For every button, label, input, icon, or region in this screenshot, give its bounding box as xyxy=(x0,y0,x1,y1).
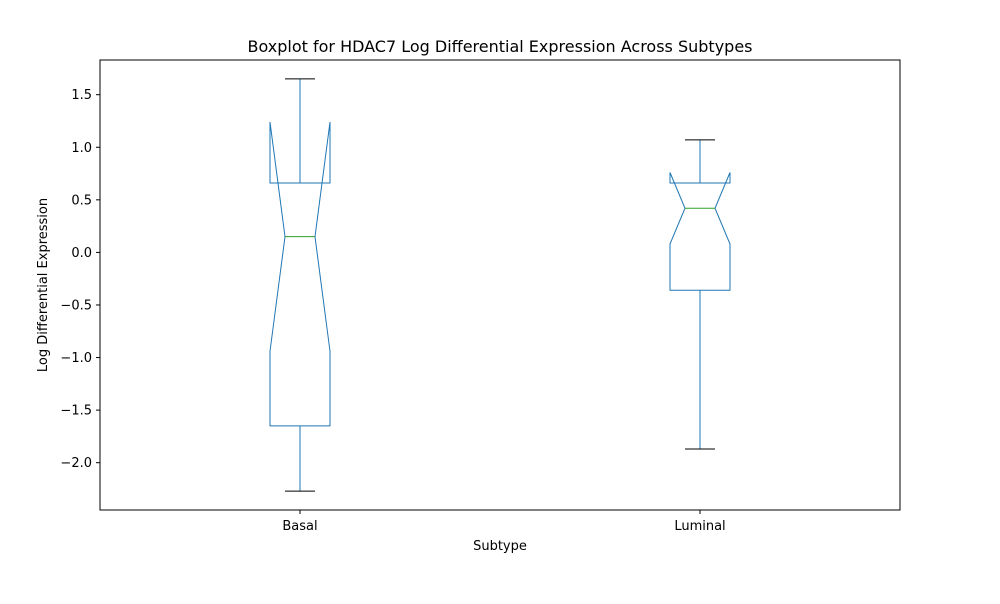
y-tick-label: −0.5 xyxy=(60,298,92,313)
x-axis-label: Subtype xyxy=(473,539,527,554)
chart-title: Boxplot for HDAC7 Log Differential Expre… xyxy=(247,37,752,56)
y-tick-label: −1.0 xyxy=(60,351,92,366)
y-axis-label: Log Differential Expression xyxy=(36,198,51,372)
axes-frame xyxy=(99,59,901,511)
box-group-luminal xyxy=(669,139,731,450)
x-axis: Basal Luminal xyxy=(282,510,726,534)
y-tick-label: −1.5 xyxy=(60,404,92,419)
notched-box xyxy=(669,172,731,291)
y-tick-label: 1.0 xyxy=(71,141,92,156)
y-tick-label: 1.5 xyxy=(71,88,92,103)
y-axis: −2.0 −1.5 −1.0 −0.5 0.0 0.5 1.0 1.5 xyxy=(60,88,100,471)
plot-area xyxy=(269,78,731,492)
y-tick-label: 0.0 xyxy=(71,246,92,261)
x-tick-label: Luminal xyxy=(674,519,725,534)
x-tick-label: Basal xyxy=(282,519,317,534)
y-tick-label: −2.0 xyxy=(60,456,92,471)
box-group-basal xyxy=(269,78,331,492)
y-tick-label: 0.5 xyxy=(71,193,92,208)
notched-box xyxy=(269,121,331,427)
